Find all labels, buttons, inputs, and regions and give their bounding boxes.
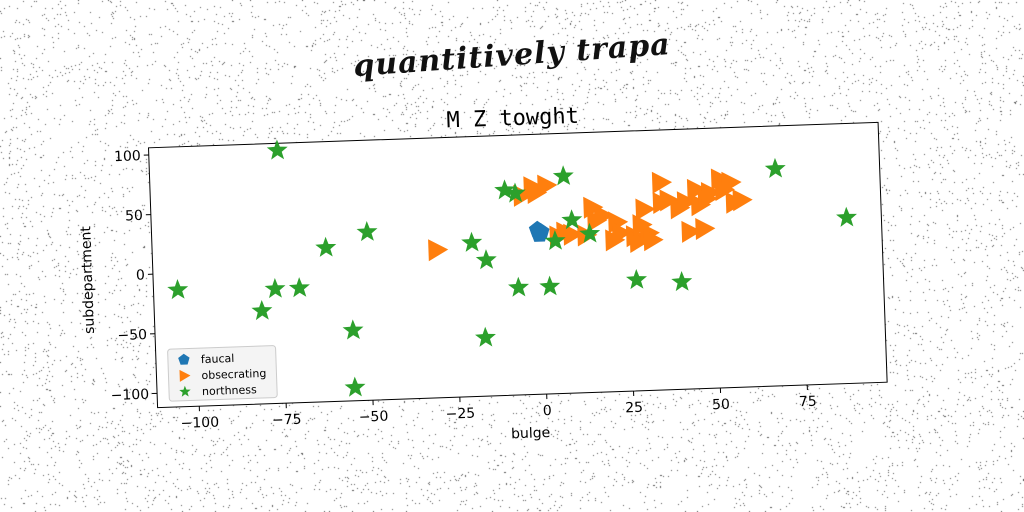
- data-point-northness: [561, 209, 583, 230]
- data-point-obsecrating: [537, 174, 558, 197]
- data-point-northness: [342, 319, 364, 340]
- data-point-obsecrating: [635, 198, 656, 221]
- x-tick-label: 0: [543, 403, 552, 419]
- x-tick-label: −75: [272, 412, 302, 429]
- data-point-obsecrating: [732, 189, 753, 212]
- data-point-northness: [539, 275, 561, 296]
- data-point-northness: [315, 236, 337, 257]
- data-point-obsecrating: [527, 182, 548, 205]
- data-point-northness: [288, 277, 310, 298]
- data-point-northness: [552, 165, 574, 186]
- x-tick-label: −50: [359, 409, 389, 426]
- data-point-obsecrating: [676, 191, 698, 214]
- data-point-obsecrating: [700, 181, 722, 204]
- data-point-northness: [461, 231, 483, 252]
- y-tick-label: −100: [110, 387, 149, 404]
- data-point-northness: [504, 182, 526, 203]
- legend-label: northness: [202, 383, 257, 398]
- data-point-northness: [264, 277, 286, 299]
- x-axis-label: bulge: [511, 425, 551, 442]
- y-axis-label: subdepartment: [78, 225, 98, 334]
- data-point-obsecrating: [651, 171, 673, 194]
- x-tick-label: −25: [445, 406, 475, 423]
- legend-box: [167, 345, 278, 402]
- x-tick-label: 50: [712, 397, 730, 414]
- chart-title: M Z towght: [446, 104, 579, 134]
- data-point-northness: [251, 299, 273, 321]
- legend-marker-faucal: [178, 353, 190, 365]
- data-point-northness: [475, 249, 497, 270]
- data-point-northness: [266, 139, 288, 160]
- y-tick-label: 100: [114, 148, 141, 165]
- x-tick-label: −100: [180, 415, 219, 432]
- y-tick-label: 0: [136, 267, 145, 283]
- data-point-northness: [544, 229, 566, 251]
- legend-marker-obsecrating: [179, 369, 191, 382]
- data-point-obsecrating: [659, 189, 680, 212]
- data-point-obsecrating: [629, 230, 650, 253]
- data-point-northness: [344, 376, 366, 397]
- data-point-obsecrating: [611, 222, 633, 245]
- data-point-northness: [167, 278, 189, 300]
- data-point-obsecrating: [563, 223, 584, 246]
- data-point-obsecrating: [643, 229, 664, 252]
- legend-label: faucal: [201, 352, 235, 366]
- data-point-obsecrating: [428, 239, 449, 262]
- data-point-northness: [764, 157, 786, 178]
- data-point-northness: [494, 179, 516, 200]
- data-point-northness: [836, 206, 857, 227]
- data-point-faucal: [532, 222, 550, 240]
- data-point-obsecrating: [681, 220, 702, 243]
- y-tick-label: 50: [125, 208, 143, 225]
- data-point-obsecrating: [593, 204, 615, 227]
- data-point-northness: [671, 270, 693, 292]
- data-point-northness: [626, 268, 647, 290]
- x-tick-label: 25: [625, 400, 643, 417]
- data-point-northness: [508, 276, 529, 297]
- data-point-northness: [356, 221, 378, 242]
- data-point-northness: [579, 222, 601, 243]
- legend-label: obsecrating: [201, 367, 266, 382]
- data-point-obsecrating: [721, 171, 742, 194]
- data-point-obsecrating: [695, 217, 716, 240]
- data-point-northness: [475, 326, 496, 347]
- x-tick-label: 75: [799, 394, 817, 411]
- legend-marker-northness: [179, 385, 191, 397]
- y-tick-label: −50: [117, 327, 147, 344]
